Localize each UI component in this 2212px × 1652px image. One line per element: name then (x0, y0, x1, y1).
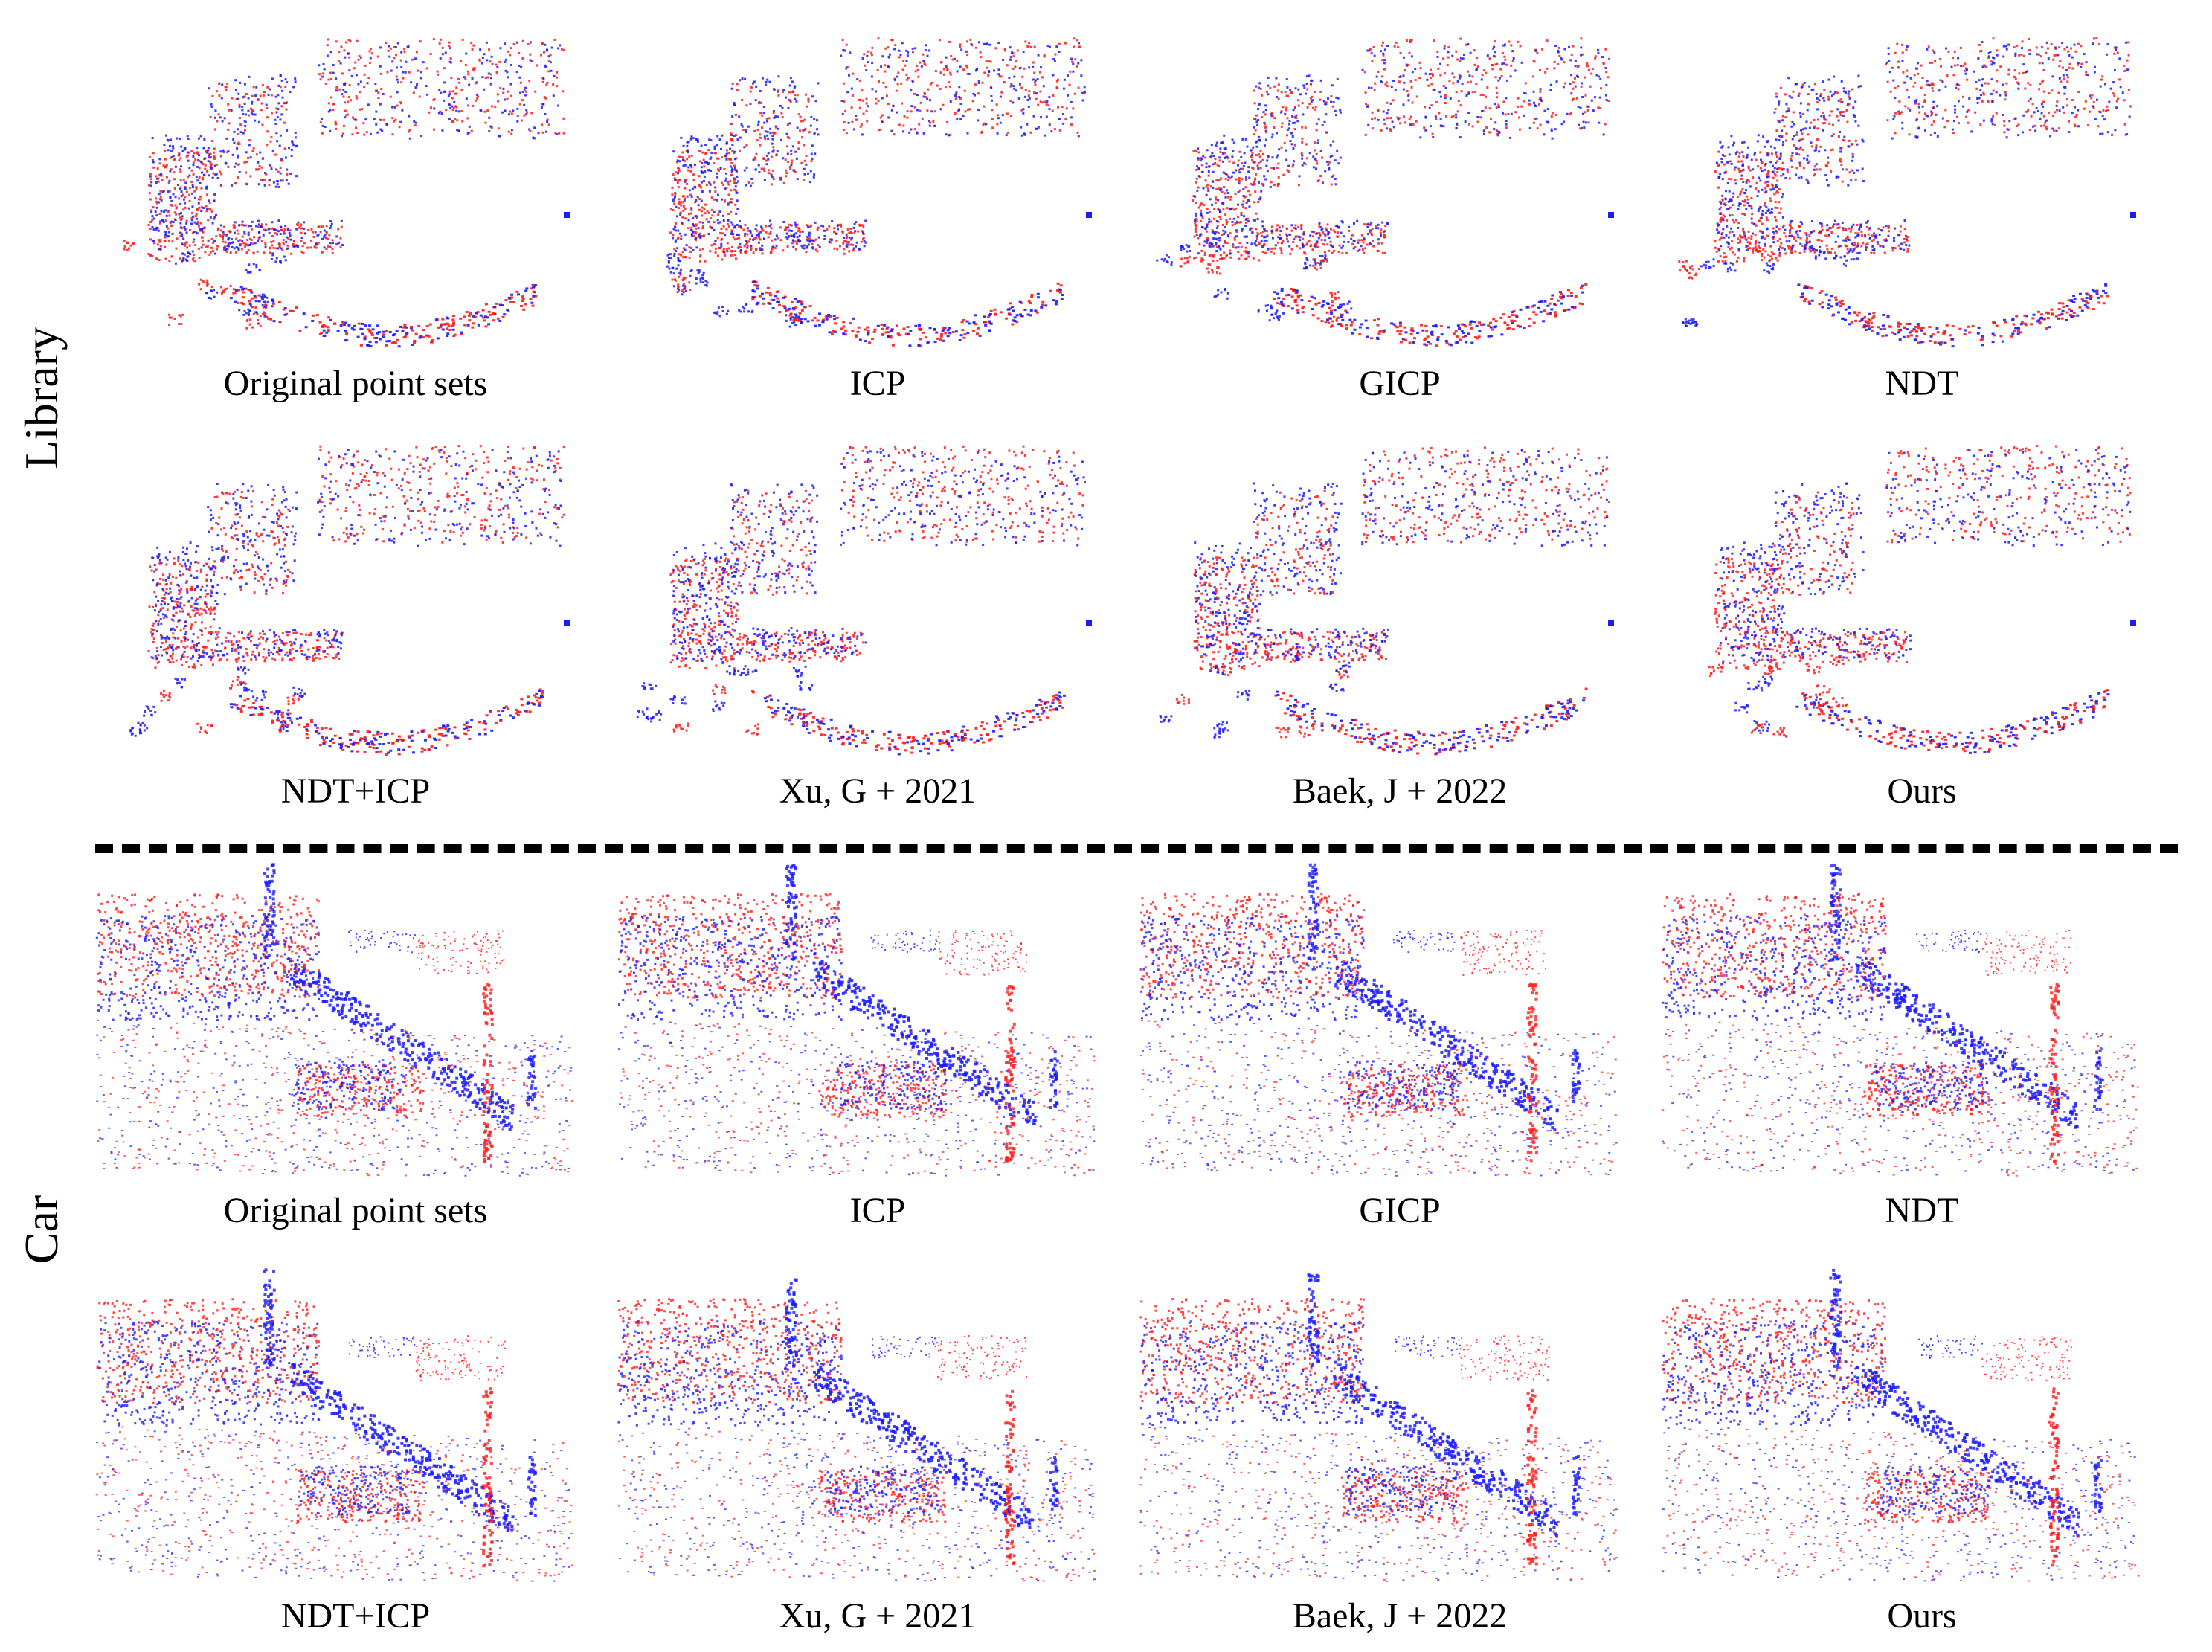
panel-caption: Xu, G + 2021 (617, 1595, 1138, 1636)
point-cloud-image (1662, 863, 2139, 1177)
panel-library-baek-j-2022: Baek, J + 2022 (1139, 430, 1660, 811)
point-cloud-image (617, 864, 1096, 1177)
point-cloud-image (123, 38, 570, 348)
panel-caption: Baek, J + 2022 (1139, 1595, 1660, 1636)
section-divider (95, 844, 2178, 853)
point-cloud-image (1678, 37, 2136, 348)
point-cloud-image (1662, 1268, 2140, 1582)
panel-caption: Xu, G + 2021 (617, 771, 1138, 811)
panel-car-ndt-icp: NDT+ICP (95, 1268, 616, 1636)
point-cloud-image (129, 445, 570, 756)
panel-car-baek-j-2022: Baek, J + 2022 (1139, 1268, 1660, 1636)
point-cloud-image (95, 863, 573, 1177)
panel-library-gicp: GICP (1139, 22, 1660, 403)
point-cloud-image (1139, 1273, 1618, 1582)
panel-car-original-point-sets: Original point sets (95, 863, 616, 1230)
panel-library-xu-g-2021: Xu, G + 2021 (617, 430, 1138, 811)
panel-caption: GICP (1139, 363, 1660, 404)
panel-car-ndt: NDT (1662, 863, 2182, 1230)
panel-caption: Baek, J + 2022 (1139, 771, 1660, 811)
panel-caption: Original point sets (95, 1190, 616, 1231)
point-cloud-image (1708, 445, 2136, 754)
panel-car-ours: Ours (1662, 1268, 2182, 1636)
panel-caption: NDT (1662, 363, 2182, 404)
panel-caption: NDT (1662, 1190, 2182, 1231)
panel-caption: NDT+ICP (95, 1595, 616, 1636)
point-cloud-image (666, 37, 1092, 347)
point-cloud-image (636, 445, 1092, 756)
panel-caption: Ours (1662, 1595, 2182, 1636)
panel-caption: Ours (1662, 771, 2182, 811)
panel-caption: GICP (1139, 1190, 1660, 1231)
point-cloud-image (1139, 863, 1618, 1177)
panel-car-xu-g-2021: Xu, G + 2021 (617, 1268, 1138, 1636)
panel-caption: ICP (617, 1190, 1138, 1231)
point-cloud-image (95, 1268, 573, 1582)
section-label-car: Car (14, 1195, 69, 1264)
panel-caption: NDT+ICP (95, 771, 616, 811)
panel-caption: ICP (617, 363, 1138, 404)
point-cloud-image (1159, 446, 1614, 756)
panel-library-original-point-sets: Original point sets (95, 22, 616, 403)
point-cloud-image (617, 1278, 1096, 1582)
panel-car-icp: ICP (617, 863, 1138, 1230)
panel-library-ndt-icp: NDT+ICP (95, 430, 616, 811)
panel-library-icp: ICP (617, 22, 1138, 403)
panel-car-gicp: GICP (1139, 863, 1660, 1230)
panel-library-ndt: NDT (1662, 22, 2182, 403)
panel-caption: Original point sets (95, 363, 616, 404)
panel-library-ours: Ours (1662, 430, 2182, 811)
section-label-library: Library (14, 327, 69, 469)
point-cloud-image (1156, 37, 1614, 347)
